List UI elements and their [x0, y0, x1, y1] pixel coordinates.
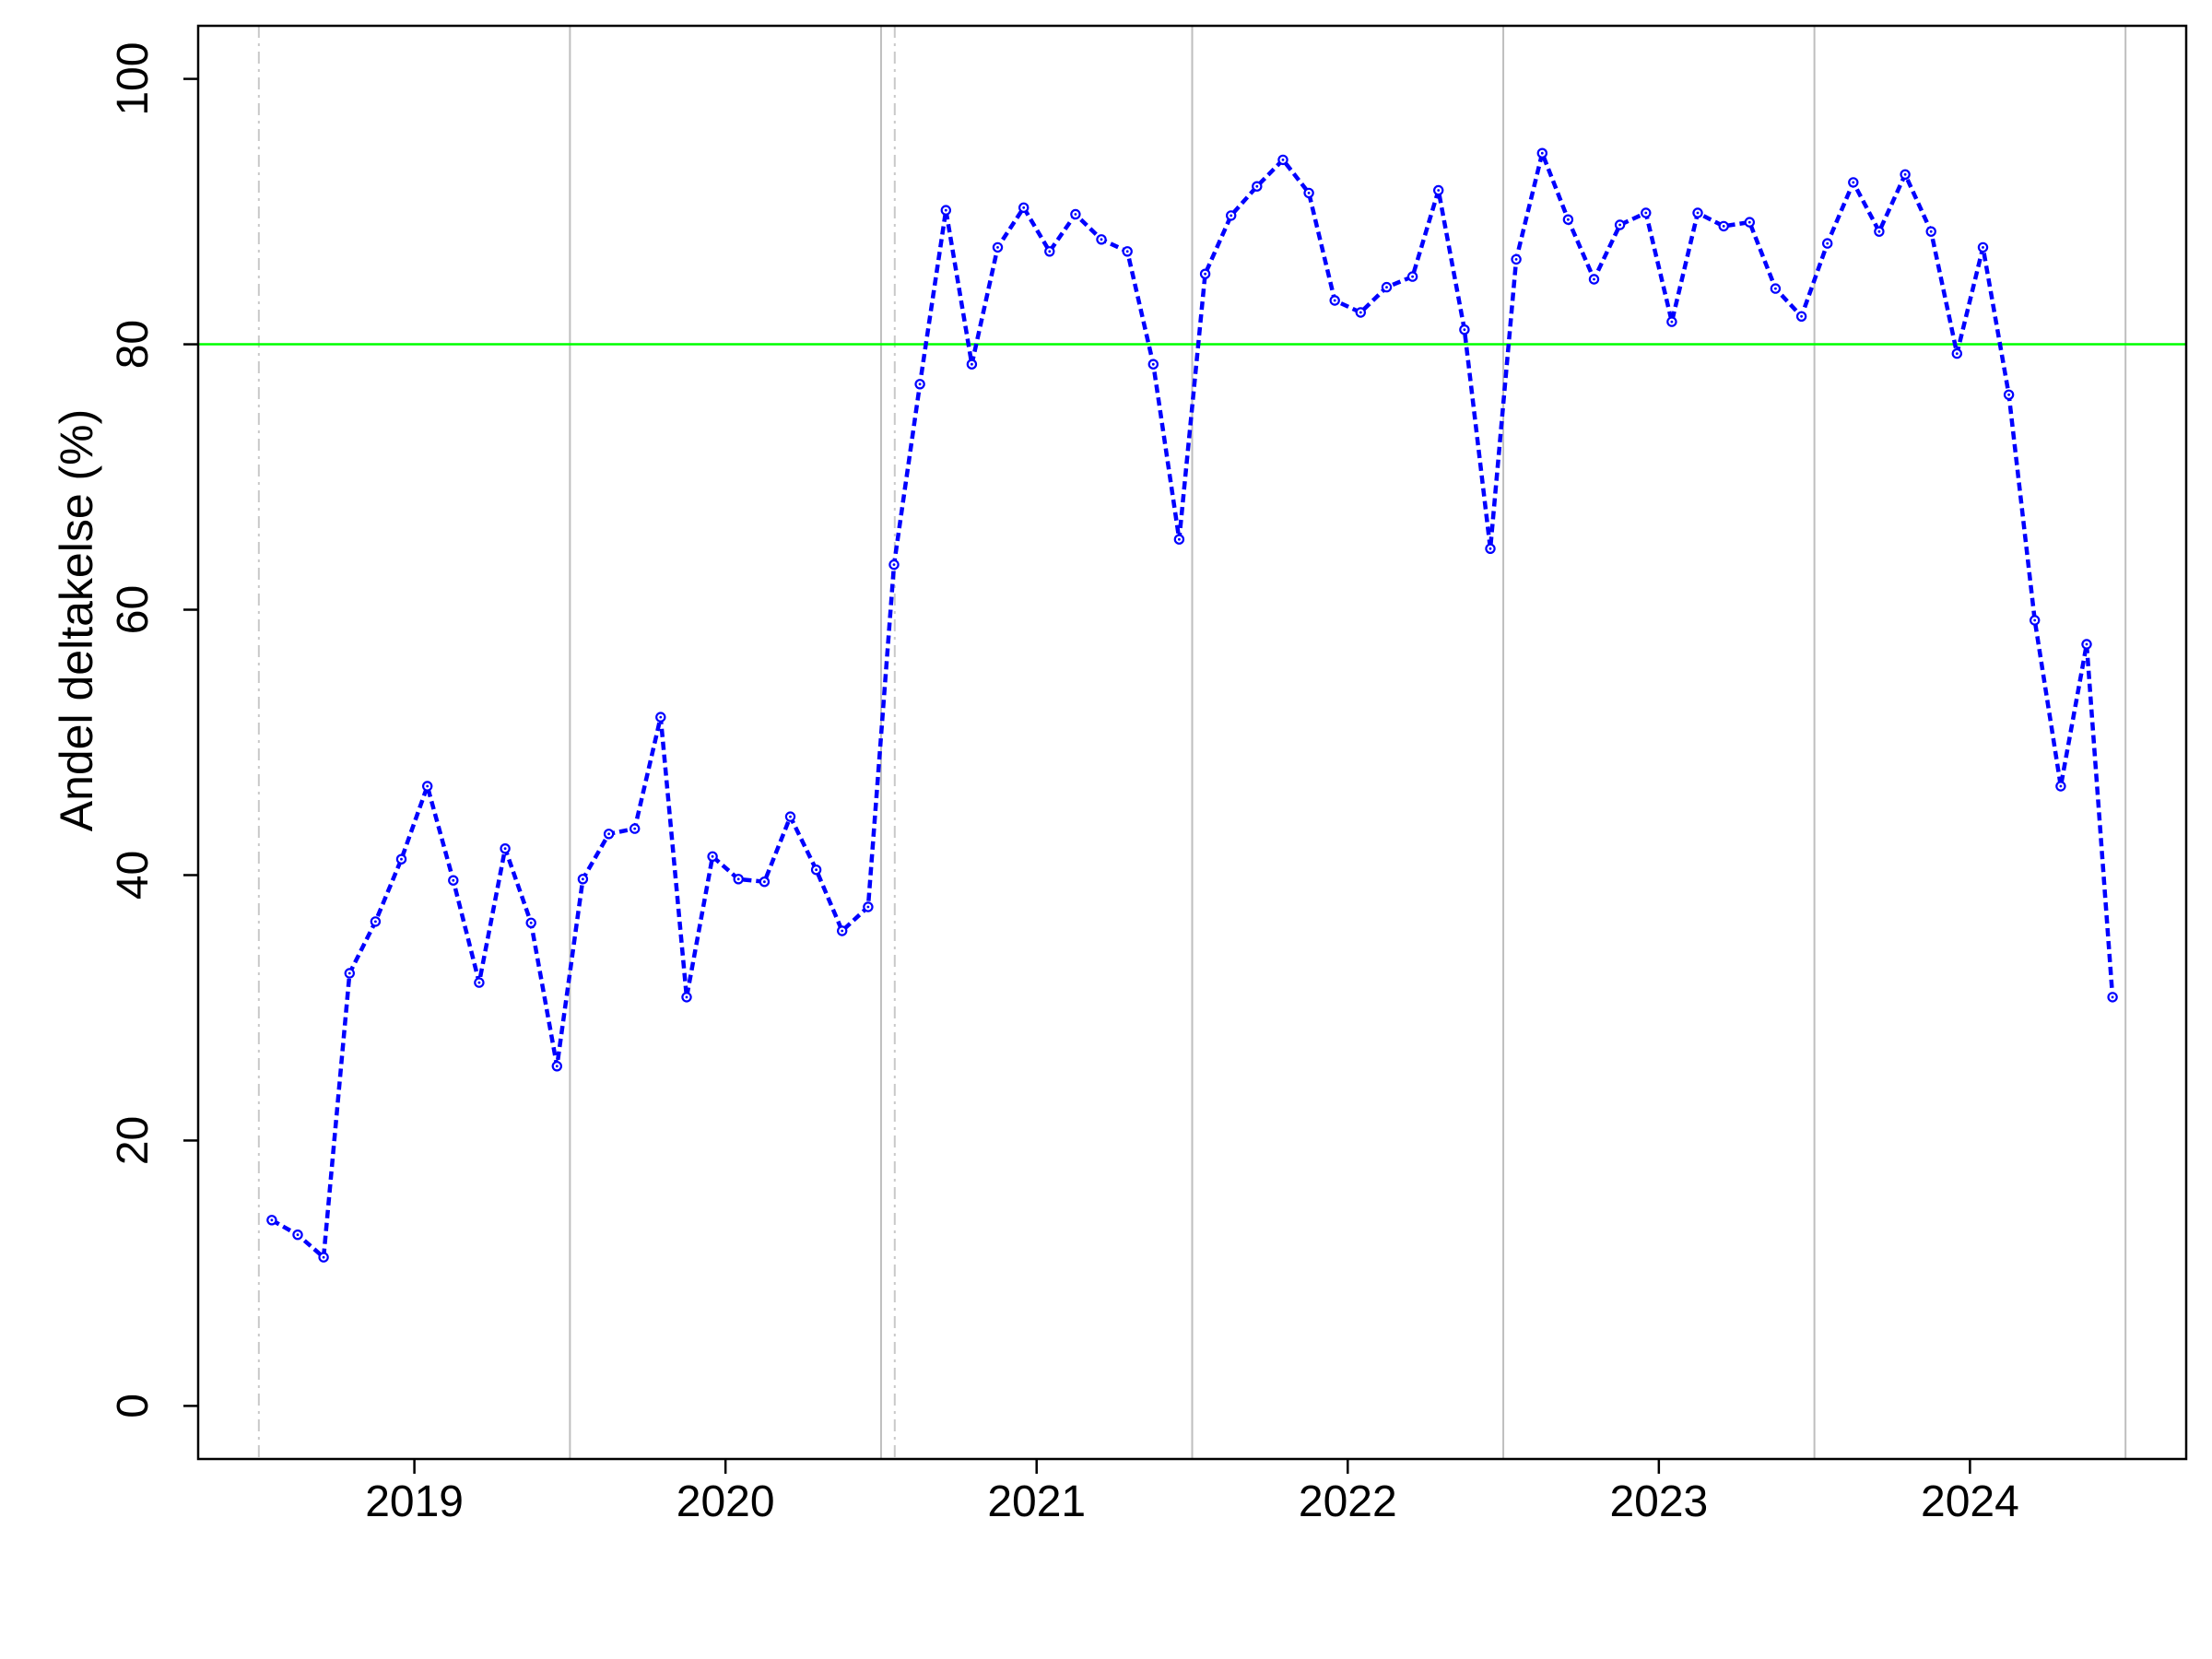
y-tick-label-80: 80	[109, 320, 158, 369]
data-point-center	[503, 847, 507, 851]
data-point-center	[1955, 352, 1959, 355]
x-tick-label-2022: 2022	[1299, 1477, 1397, 1526]
x-tick-label-2021: 2021	[987, 1477, 1086, 1526]
y-tick-label-0: 0	[109, 1394, 158, 1418]
data-point-center	[426, 784, 429, 788]
data-point-center	[1204, 272, 1206, 276]
data-point-center	[971, 362, 973, 366]
data-point-center	[296, 1233, 300, 1237]
data-point-center	[918, 382, 922, 386]
data-point-center	[1852, 181, 1855, 184]
data-point-center	[1359, 311, 1362, 314]
data-point-center	[1125, 250, 1129, 253]
data-point-center	[607, 832, 610, 836]
x-tick-label-2024: 2024	[1921, 1477, 2019, 1526]
data-point-center	[2007, 393, 2011, 396]
data-point-center	[1385, 286, 1388, 288]
data-point-center	[1100, 238, 1103, 241]
data-point-center	[1514, 258, 1518, 261]
data-point-center	[582, 877, 584, 881]
data-point-center	[2111, 995, 2114, 999]
data-point-center	[763, 880, 766, 884]
data-point-center	[736, 877, 740, 881]
data-point-center	[477, 981, 481, 984]
data-point-center	[1722, 225, 1725, 228]
data-point-center	[815, 868, 818, 872]
series-layer	[266, 147, 2118, 1263]
data-point-center	[659, 715, 663, 719]
data-point-center	[789, 815, 792, 818]
data-point-center	[2059, 784, 2063, 788]
x-tick-label-2023: 2023	[1609, 1477, 1708, 1526]
data-point-center	[841, 929, 844, 933]
data-point-center	[1982, 246, 1984, 249]
participation-series-line	[270, 150, 2115, 1260]
data-point-center	[1747, 220, 1751, 224]
data-point-center	[1774, 287, 1777, 290]
data-point-center	[400, 857, 403, 861]
data-point-center	[1463, 328, 1466, 332]
data-point-center	[2033, 618, 2037, 622]
data-point-center	[1903, 172, 1907, 176]
y-axis-title: Andel deltakelse (%)	[51, 409, 102, 832]
data-point-center	[866, 905, 870, 909]
data-point-center	[1307, 192, 1311, 194]
y-tick-label-100: 100	[109, 42, 158, 116]
data-point-center	[1230, 214, 1233, 218]
gridlines-layer	[257, 26, 2127, 1459]
data-point-center	[1826, 241, 1830, 245]
data-point-center	[1540, 151, 1544, 155]
data-point-center	[270, 1218, 274, 1222]
data-point-center	[1411, 275, 1414, 278]
data-point-center	[1048, 250, 1052, 253]
data-point-center	[1178, 537, 1181, 541]
data-point-center	[711, 854, 714, 858]
data-point-center	[374, 920, 377, 924]
data-point-center	[1151, 362, 1155, 366]
data-point-center	[1593, 277, 1595, 281]
data-point-center	[452, 878, 455, 882]
data-point-center	[1567, 218, 1570, 221]
data-point-center	[529, 921, 533, 924]
data-point-center	[1437, 189, 1441, 192]
data-point-center	[1618, 223, 1621, 227]
x-tick-label-2019: 2019	[365, 1477, 464, 1526]
data-point-center	[1670, 320, 1674, 324]
data-point-center	[1255, 184, 1259, 188]
plot-border	[196, 24, 2188, 1461]
axes-layer: 2019 2020 2021 2022 2023 2024 0 20 40 60 80 100	[109, 42, 2019, 1526]
data-point-center	[892, 563, 896, 566]
data-point-center	[347, 971, 351, 975]
y-tick-label-20: 20	[109, 1116, 158, 1165]
data-point-center	[944, 208, 947, 212]
data-points	[266, 147, 2118, 1263]
data-point-center	[1644, 211, 1648, 215]
data-point-center	[1333, 299, 1336, 302]
data-point-center	[1488, 547, 1492, 550]
data-point-center	[1929, 229, 1933, 233]
data-point-center	[2085, 642, 2088, 646]
data-point-center	[1022, 206, 1026, 209]
data-point-center	[1696, 211, 1700, 215]
y-tick-label-40: 40	[109, 851, 158, 900]
y-tick-label-60: 60	[109, 585, 158, 634]
data-point-center	[1800, 314, 1803, 318]
data-point-center	[322, 1255, 325, 1259]
data-point-center	[1877, 229, 1881, 233]
data-point-center	[1281, 159, 1285, 161]
data-point-center	[996, 246, 999, 249]
data-point-center	[1074, 213, 1077, 216]
data-point-center	[685, 995, 688, 999]
x-tick-label-2020: 2020	[677, 1477, 775, 1526]
data-point-center	[555, 1065, 559, 1068]
data-point-center	[633, 827, 637, 830]
